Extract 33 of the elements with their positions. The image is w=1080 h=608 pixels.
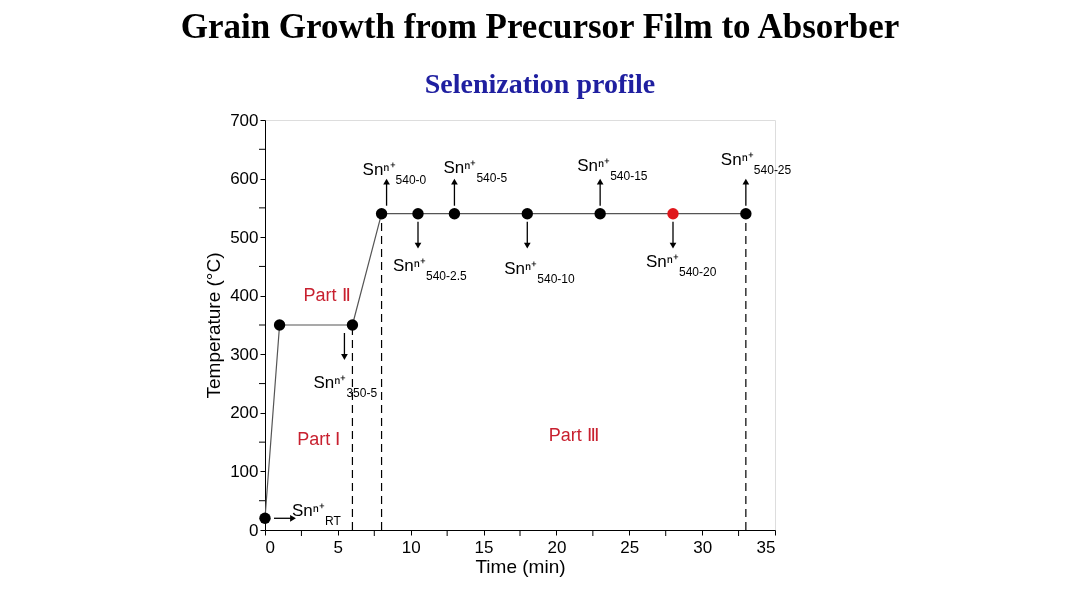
x-tick-label: 20 (547, 537, 567, 557)
y-tick-label: 600 (230, 169, 259, 189)
point (273, 319, 286, 331)
x-tick-label: 25 (620, 537, 640, 557)
point (412, 208, 424, 220)
x-tick-label: 30 (693, 537, 713, 557)
x-tick-label: 35 (756, 537, 776, 557)
chart-subtitle: Selenization profile (424, 68, 656, 99)
x-axis-title: Time (min) (475, 555, 566, 577)
y-tick-label: 0 (249, 520, 259, 540)
x-tick-label: 0 (265, 537, 275, 557)
point (594, 208, 606, 220)
point (740, 208, 752, 220)
point (375, 208, 388, 220)
annotation: Part Ⅰ (297, 428, 341, 449)
point (346, 319, 359, 331)
x-tick-label: 5 (333, 537, 344, 557)
y-tick-label: 500 (230, 227, 259, 247)
point (667, 208, 679, 220)
x-tick-label: 10 (401, 537, 421, 557)
point (521, 208, 533, 220)
y-tick-label: 200 (230, 403, 259, 423)
y-tick-label: 100 (230, 461, 259, 481)
point (448, 208, 461, 220)
annotation: Part Ⅱ (303, 285, 351, 306)
x-tick-label: 15 (474, 537, 494, 557)
y-tick-label: 700 (230, 110, 259, 130)
y-axis-title: Temperature (°C) (203, 252, 225, 399)
y-tick-label: 400 (230, 286, 259, 306)
chart-title: Grain Growth from Precursor Film to Absorber (180, 7, 900, 46)
point (259, 512, 271, 524)
annotation: Part Ⅲ (548, 424, 599, 445)
y-tick-label: 300 (230, 344, 259, 364)
